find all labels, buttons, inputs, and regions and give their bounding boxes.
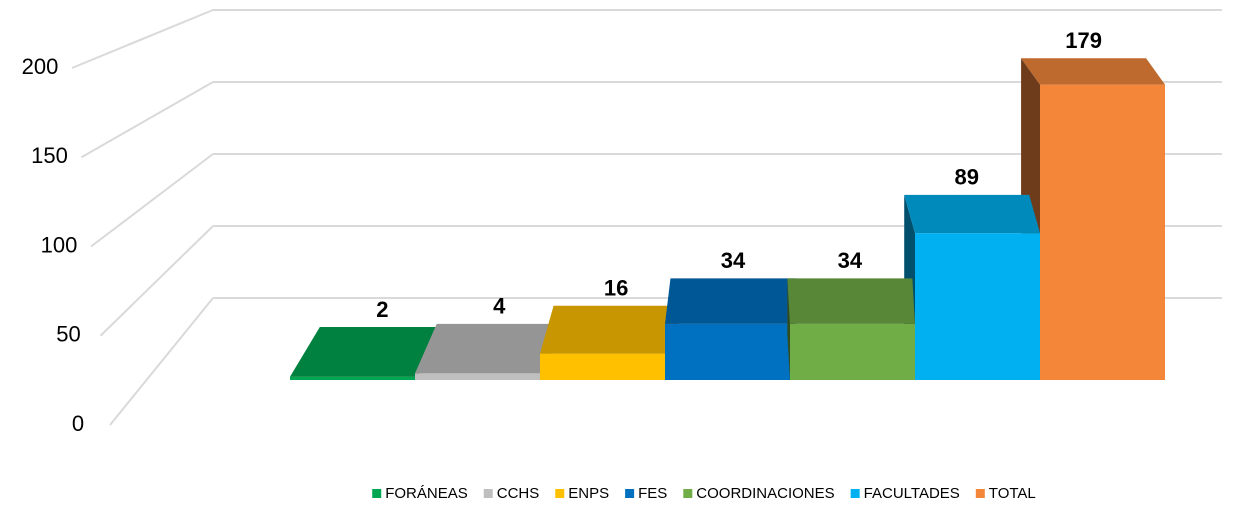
y-tick-label: 200 bbox=[22, 54, 59, 79]
bar-top bbox=[290, 326, 445, 377]
legend-label: ENPS bbox=[568, 485, 609, 502]
legend-swatch bbox=[372, 489, 382, 498]
bar-top bbox=[904, 194, 1040, 234]
legend-swatch bbox=[625, 489, 635, 498]
value-label: 2 bbox=[376, 297, 388, 322]
y-tick-label: 150 bbox=[31, 143, 68, 168]
legend-swatch bbox=[555, 489, 565, 498]
grid-line bbox=[90, 153, 214, 248]
legend-swatch bbox=[975, 489, 985, 498]
legend-label: FES bbox=[638, 485, 667, 502]
legend-label: COORDINACIONES bbox=[696, 485, 834, 502]
legend-label: TOTAL bbox=[989, 485, 1036, 502]
bar-top bbox=[540, 305, 679, 354]
bar bbox=[790, 323, 915, 380]
value-label: 16 bbox=[604, 276, 628, 301]
bar bbox=[1040, 84, 1165, 381]
legend-swatch bbox=[850, 489, 860, 498]
bar bbox=[915, 233, 1040, 380]
value-label: 89 bbox=[954, 165, 978, 190]
bar bbox=[290, 376, 415, 380]
legend-swatch bbox=[683, 489, 693, 498]
y-tick-label: 50 bbox=[56, 322, 80, 347]
legend-label: FORÁNEAS bbox=[385, 485, 468, 502]
value-label: 34 bbox=[838, 248, 863, 273]
bar bbox=[665, 323, 790, 380]
bar-top bbox=[415, 323, 562, 374]
grid-line bbox=[109, 297, 214, 426]
legend-label: FACULTADES bbox=[864, 485, 960, 502]
y-tick-label: 0 bbox=[72, 411, 84, 436]
value-label: 179 bbox=[1065, 28, 1102, 53]
legend-label: CCHS bbox=[497, 485, 540, 502]
y-tick-label: 100 bbox=[41, 232, 78, 257]
value-label: 34 bbox=[721, 248, 746, 273]
grid-line bbox=[71, 9, 214, 69]
legend-swatch bbox=[483, 489, 493, 498]
bar-top bbox=[1021, 58, 1165, 85]
bar bbox=[415, 373, 540, 380]
grid-line bbox=[81, 81, 214, 159]
grid-line bbox=[99, 225, 214, 337]
bar-top bbox=[665, 278, 796, 324]
bar-side bbox=[787, 278, 790, 380]
bar-top bbox=[787, 278, 915, 324]
value-label: 4 bbox=[493, 294, 506, 319]
bar bbox=[540, 353, 665, 380]
